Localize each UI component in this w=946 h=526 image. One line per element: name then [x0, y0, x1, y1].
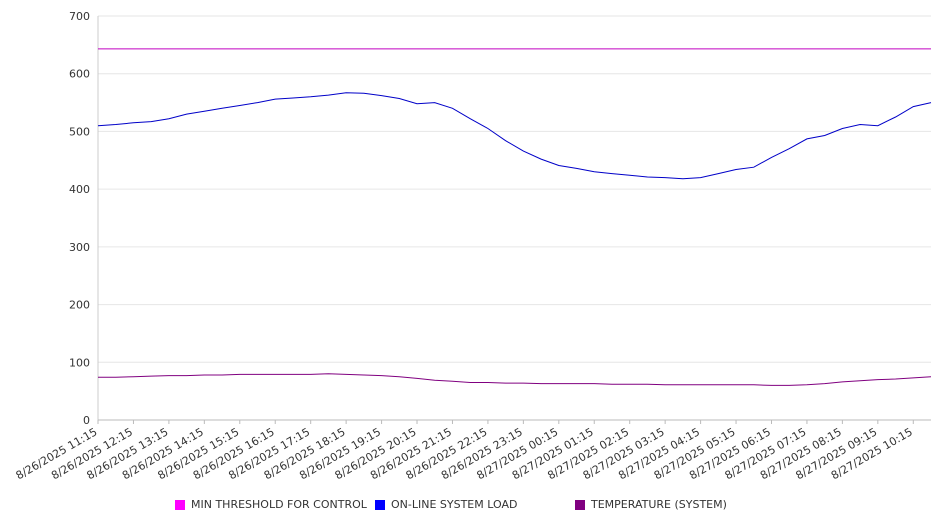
- y-tick-label: 500: [69, 125, 90, 138]
- y-tick-label: 400: [69, 183, 90, 196]
- legend-swatch-min-threshold: [175, 499, 185, 510]
- series-layer: [97, 48, 932, 386]
- y-tick-label: 300: [69, 241, 90, 254]
- gridlines: [98, 15, 931, 421]
- y-tick-label: 700: [69, 10, 90, 23]
- y-axis: 0 100 200 300 400 500 600 700: [69, 10, 99, 427]
- legend-label-online-system-load: ON-LINE SYSTEM LOAD: [391, 498, 518, 511]
- series-line-on-line-system-load: [97, 92, 932, 180]
- y-tick-label: 0: [83, 414, 90, 427]
- legend-swatch-online-system-load: [375, 499, 385, 510]
- legend-item-temperature[interactable]: TEMPERATURE (SYSTEM): [575, 498, 727, 511]
- legend-item-online-system-load[interactable]: ON-LINE SYSTEM LOAD: [375, 498, 517, 511]
- series-line-temperature-system: [98, 373, 932, 386]
- legend-swatch-temperature: [575, 499, 585, 510]
- y-tick-label: 100: [69, 356, 90, 369]
- legend-item-min-threshold[interactable]: MIN THRESHOLD FOR CONTROL: [175, 498, 367, 511]
- x-axis: 8/26/2025 11:158/26/2025 12:158/26/2025 …: [14, 419, 931, 482]
- legend-label-min-threshold: MIN THRESHOLD FOR CONTROL: [191, 498, 367, 511]
- y-tick-label: 200: [69, 299, 90, 312]
- legend-label-temperature: TEMPERATURE (SYSTEM): [591, 498, 727, 511]
- y-tick-label: 600: [69, 68, 90, 81]
